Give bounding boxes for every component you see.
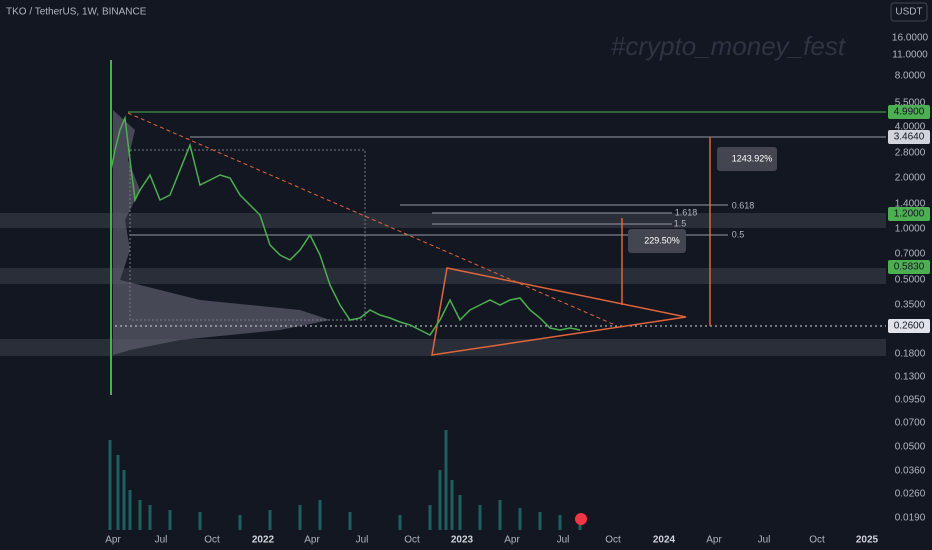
time-label: 2025	[856, 535, 879, 546]
price-label: 0.0260	[895, 489, 926, 500]
price-path	[110, 115, 581, 336]
price-tag-label: 1.2000	[894, 209, 925, 220]
fib-label: 0.5	[732, 229, 745, 239]
time-label: Apr	[304, 535, 320, 546]
price-label: 0.5000	[895, 275, 926, 286]
time-label: Oct	[809, 535, 825, 546]
price-label: 2.8000	[895, 148, 926, 159]
zone	[0, 339, 886, 356]
price-label: 0.0700	[895, 418, 926, 429]
volume-profile	[113, 110, 330, 355]
time-label: Oct	[204, 535, 220, 546]
time-label: Oct	[605, 535, 621, 546]
time-label: Jul	[356, 535, 369, 546]
time-label: Apr	[105, 535, 121, 546]
measure-label: 229.50%	[644, 235, 680, 245]
price-tag	[888, 105, 930, 119]
price-label: 5.5000	[895, 98, 926, 109]
symbol-title: TKO / TetherUS, 1W, BINANCE	[6, 7, 147, 18]
currency-box[interactable]	[890, 2, 928, 22]
price-label: 0.0500	[895, 442, 926, 453]
price-tag-label: 4.9900	[894, 107, 925, 118]
price-label: 2.0000	[895, 173, 926, 184]
price-label: 11.0000	[892, 50, 928, 61]
trend-line	[127, 112, 616, 326]
time-label: Jul	[155, 535, 168, 546]
zone	[0, 213, 886, 228]
price-label: 0.1800	[895, 349, 926, 360]
price-label: 0.0950	[895, 395, 926, 406]
time-label: Jul	[557, 535, 570, 546]
time-label: Apr	[706, 535, 722, 546]
fib-label: 1.5	[674, 218, 687, 228]
time-label: 2022	[252, 535, 275, 546]
price-label: 0.3500	[895, 300, 926, 311]
price-label: 1.0000	[895, 224, 926, 235]
price-tag	[888, 319, 930, 333]
zone	[0, 268, 886, 284]
time-label: 2024	[653, 535, 676, 546]
price-tag	[888, 130, 930, 144]
price-tag	[888, 260, 930, 274]
range-box	[129, 149, 366, 321]
fib-label: 0.618	[732, 200, 755, 210]
price-label: 0.0360	[895, 466, 926, 477]
time-label: Oct	[404, 535, 420, 546]
triangle	[431, 267, 687, 356]
price-label: 8.0000	[895, 71, 926, 82]
price-tag-label: 0.2600	[894, 321, 925, 332]
time-label: Apr	[504, 535, 520, 546]
volume-bars	[108, 430, 582, 530]
price-label: 4.0000	[895, 122, 926, 133]
price-label: 0.0190	[895, 513, 926, 524]
fib-label: 1.618	[675, 207, 698, 217]
price-label: 16.0000	[892, 33, 929, 44]
watermark: #crypto_money_fest	[611, 31, 847, 61]
measure-label: 1243.92%	[732, 153, 773, 163]
price-tag-label: 3.4640	[894, 132, 925, 143]
measure-box	[628, 229, 686, 253]
price-label: 0.1300	[895, 372, 926, 383]
measure-box	[717, 147, 777, 171]
price-label: 1.4000	[895, 199, 926, 210]
price-label: 0.7000	[895, 249, 926, 260]
time-label: 2023	[451, 535, 474, 546]
event-icon	[575, 513, 587, 525]
time-label: Jul	[758, 535, 771, 546]
currency[interactable]: USDT	[895, 7, 922, 18]
price-tag	[888, 207, 930, 221]
price-tag-label: 0.5830	[894, 262, 925, 273]
